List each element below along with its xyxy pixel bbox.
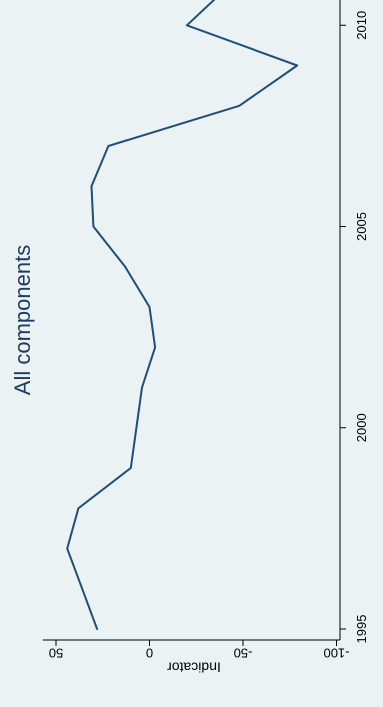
y-tick-label: 0 <box>146 646 153 661</box>
y-axis-ticks: 50 0 -50 -100 <box>49 640 350 661</box>
left-margin-background <box>0 0 43 640</box>
x-tick-label: 2000 <box>354 413 369 442</box>
x-tick-label: 2005 <box>354 212 369 241</box>
x-tick-label: 2010 <box>354 11 369 40</box>
bottom-margin-background <box>0 640 340 707</box>
x-axis-ticks: 1995 2000 2005 2010 <box>340 11 369 644</box>
chart-title: All components <box>10 245 35 395</box>
series-line <box>66 0 299 630</box>
x-tick-label: 1995 <box>354 615 369 644</box>
right-margin-background <box>340 0 383 707</box>
y-tick-label: -50 <box>234 646 253 661</box>
y-tick-label: -100 <box>323 646 349 661</box>
y-axis-label: Indicator <box>167 659 221 675</box>
plot-background <box>43 0 340 640</box>
y-tick-label: 50 <box>49 646 63 661</box>
